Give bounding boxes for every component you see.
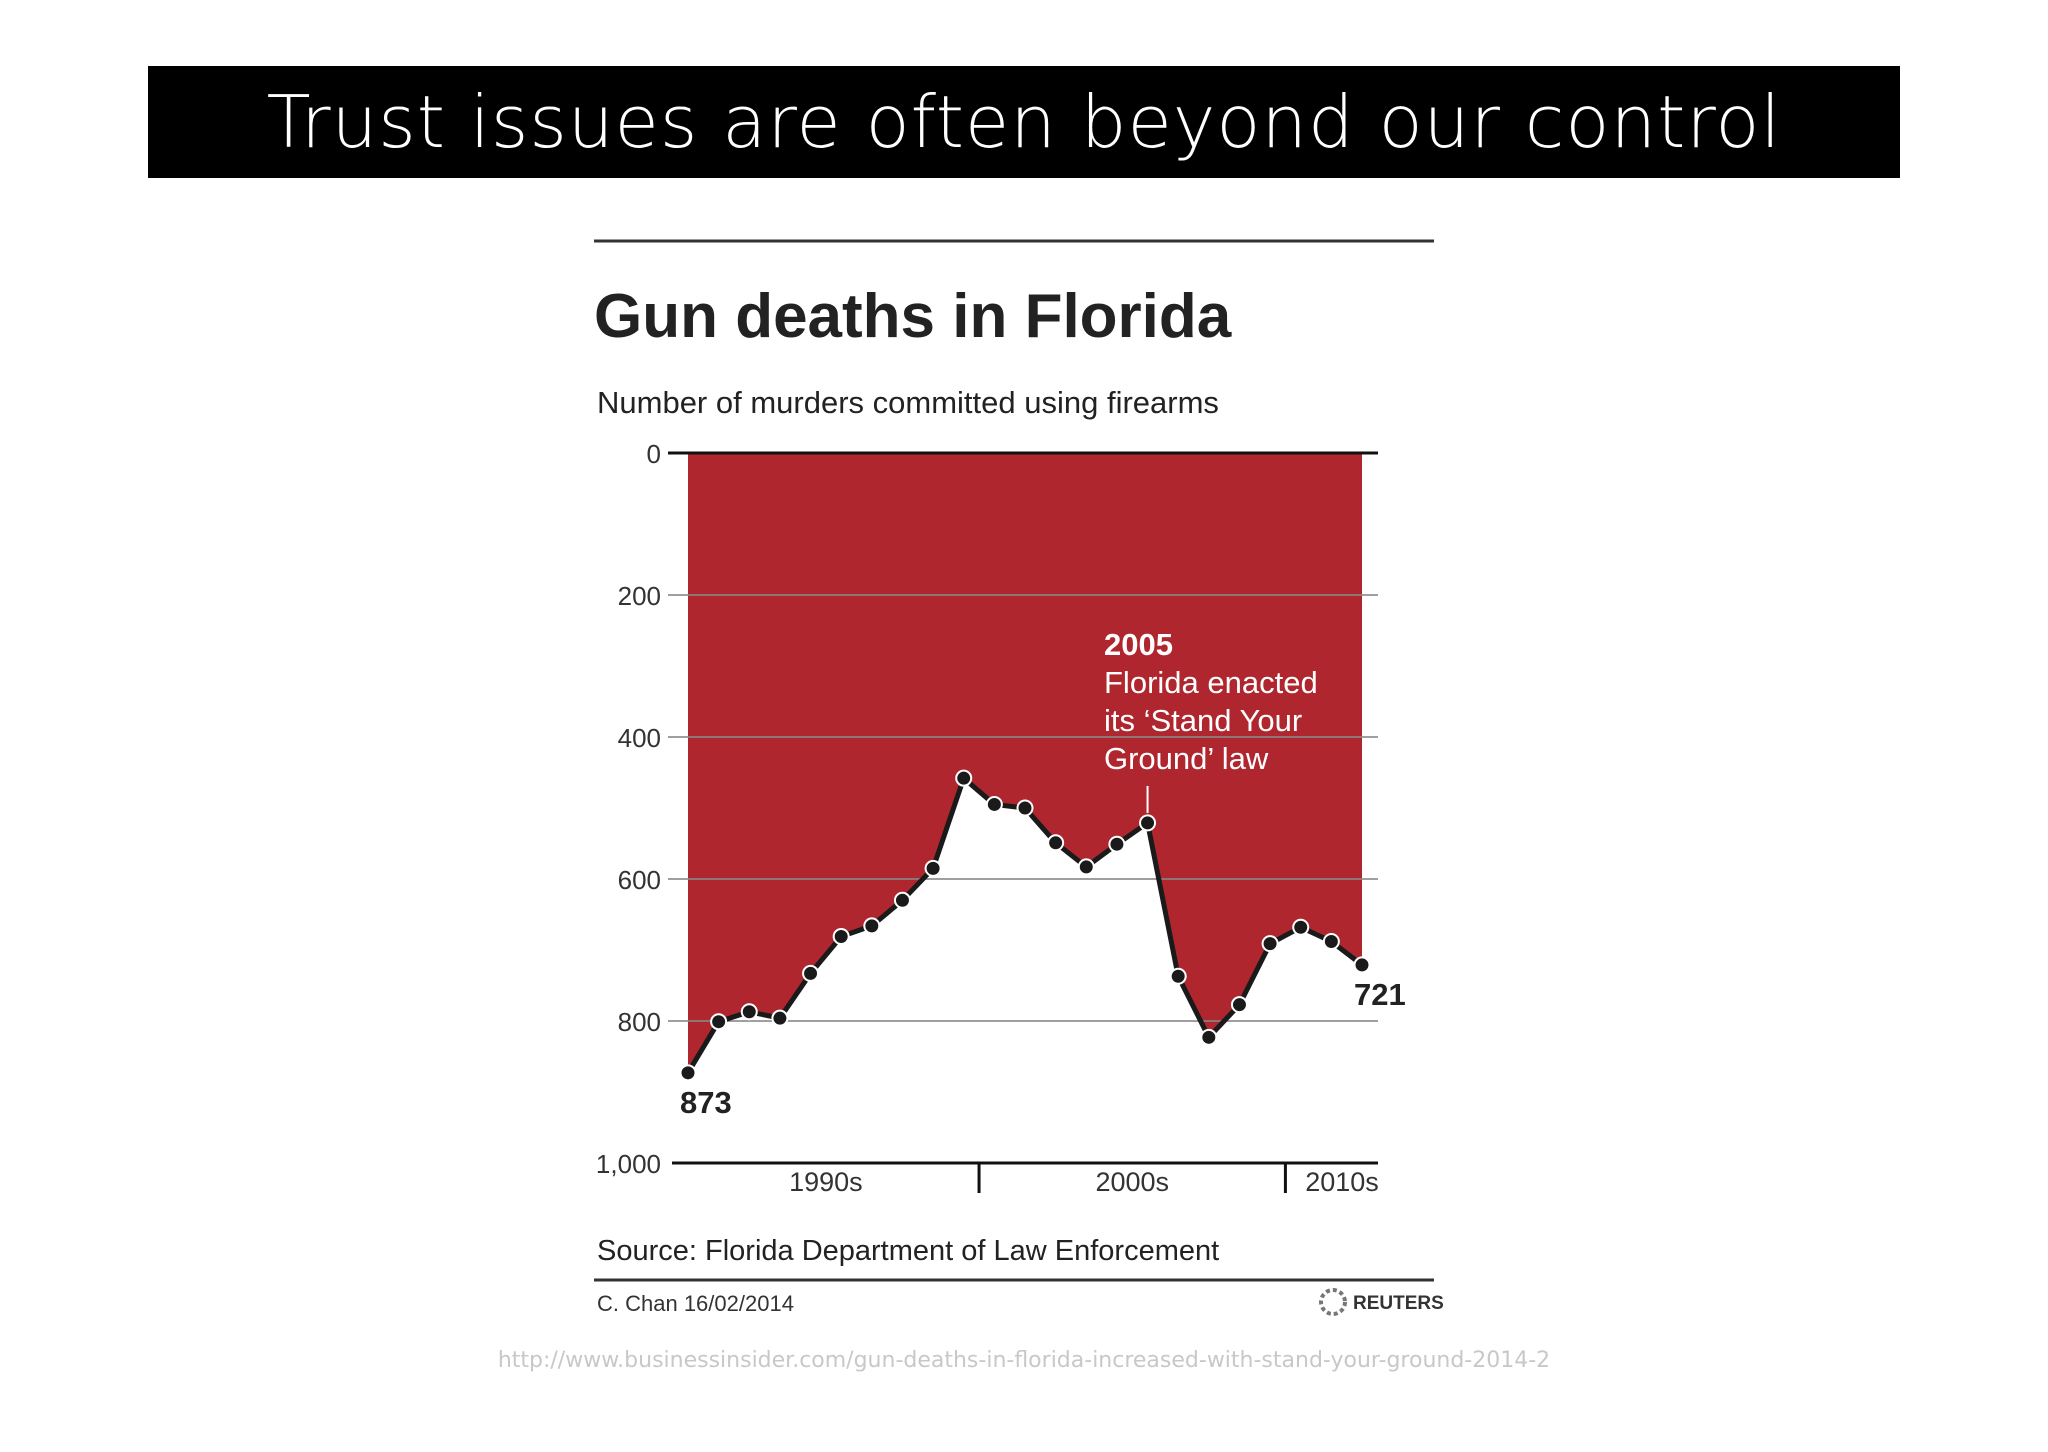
annotation-line: its ‘Stand Your (1104, 703, 1302, 738)
chart-source: Source: Florida Department of Law Enforc… (597, 1235, 1219, 1267)
data-point (1048, 835, 1063, 850)
data-point (772, 1011, 787, 1026)
data-point (1263, 936, 1278, 951)
annotation-year: 2005 (1104, 627, 1173, 662)
data-point (1018, 801, 1033, 816)
data-point (864, 918, 879, 933)
end-value-label: 721 (1354, 977, 1406, 1012)
data-point (1201, 1030, 1216, 1045)
annotation-line: Ground’ law (1104, 741, 1269, 776)
x-tick-label: 2010s (1305, 1167, 1379, 1197)
x-tick-label: 1990s (789, 1167, 863, 1197)
source-url[interactable]: http://www.businessinsider.com/gun-death… (0, 1348, 2048, 1373)
reuters-logo-icon (1321, 1290, 1345, 1314)
y-tick-label: 800 (618, 1007, 661, 1037)
chart-title: Gun deaths in Florida (594, 282, 1232, 351)
x-tick-label: 2000s (1095, 1167, 1169, 1197)
data-point (1171, 969, 1186, 984)
data-point (1324, 934, 1339, 949)
data-point (926, 861, 941, 876)
data-point (1293, 920, 1308, 935)
data-point (803, 966, 818, 981)
data-point (834, 929, 849, 944)
y-tick-label: 600 (618, 865, 661, 895)
data-point (1109, 837, 1124, 852)
y-tick-label: 200 (618, 581, 661, 611)
data-point (742, 1004, 757, 1019)
data-point (681, 1065, 696, 1080)
data-point (987, 797, 1002, 812)
y-tick-label: 400 (618, 723, 661, 753)
data-point (711, 1014, 726, 1029)
chart-subtitle: Number of murders committed using firear… (597, 385, 1219, 420)
annotation-line: Florida enacted (1104, 665, 1318, 700)
data-point (956, 771, 971, 786)
y-tick-label: 0 (647, 439, 661, 469)
data-point (1355, 957, 1370, 972)
reuters-logo-text: REUTERS (1353, 1293, 1444, 1314)
start-value-label: 873 (680, 1085, 732, 1120)
data-point (1232, 997, 1247, 1012)
data-point (1140, 815, 1155, 830)
chart-credit: C. Chan 16/02/2014 (597, 1291, 794, 1316)
data-point (1079, 859, 1094, 874)
y-tick-label: 1,000 (596, 1149, 661, 1179)
data-point (895, 893, 910, 908)
